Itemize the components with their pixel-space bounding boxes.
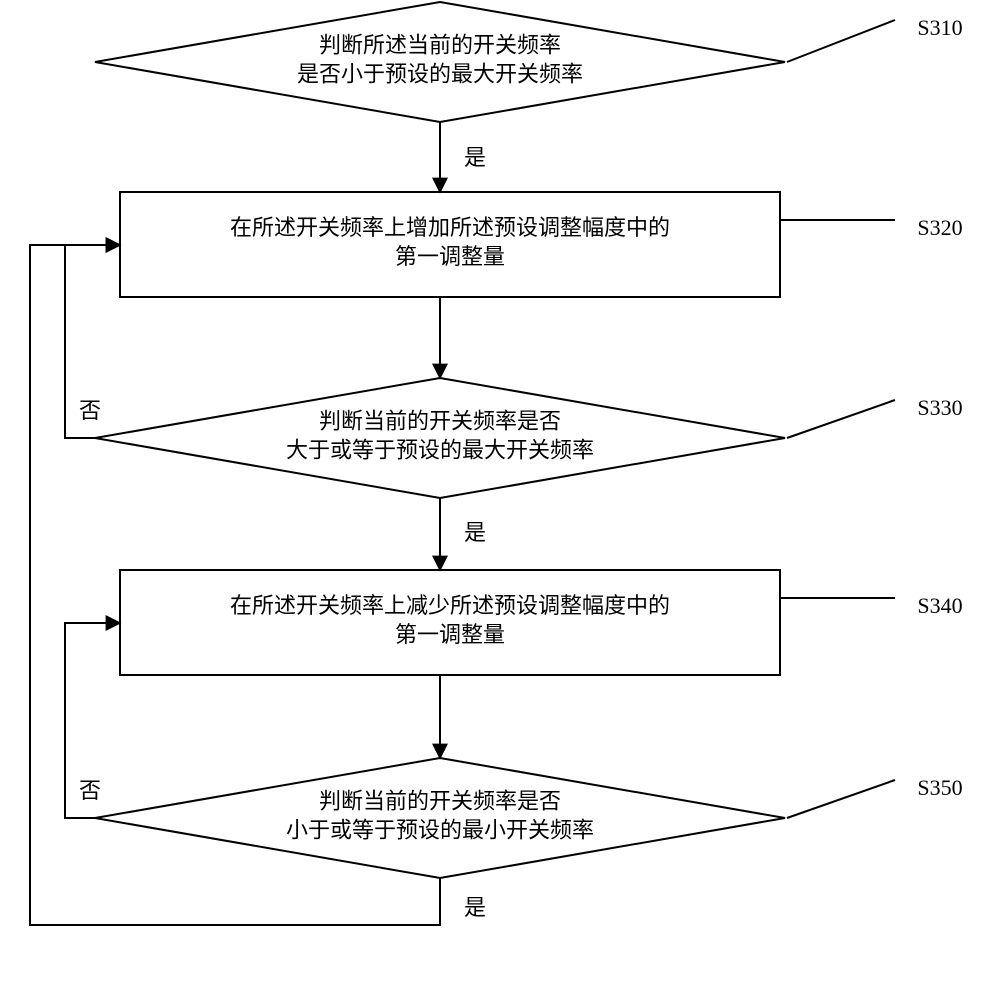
n350-line-0: 判断当前的开关频率是否 — [319, 789, 561, 814]
n320-line-1: 第一调整量 — [395, 244, 505, 269]
leader-s310 — [787, 20, 895, 62]
edge-3-label: 是 — [464, 520, 486, 545]
step-label-s310: S310 — [917, 15, 962, 40]
edge-6-label: 是 — [464, 895, 486, 920]
step-label-s340: S340 — [917, 593, 962, 618]
step-label-s320: S320 — [917, 215, 962, 240]
n330-line-0: 判断当前的开关频率是否 — [319, 409, 561, 434]
leader-s350 — [787, 780, 895, 818]
leader-s330 — [787, 400, 895, 438]
edge-0-label: 是 — [464, 145, 486, 170]
n310-line-1: 是否小于预设的最大开关频率 — [297, 61, 583, 86]
n330-line-1: 大于或等于预设的最大开关频率 — [286, 437, 594, 462]
n320-line-0: 在所述开关频率上增加所述预设调整幅度中的 — [230, 215, 670, 240]
n310-line-0: 判断所述当前的开关频率 — [319, 33, 561, 58]
n350-line-1: 小于或等于预设的最小开关频率 — [286, 817, 594, 842]
n340-line-0: 在所述开关频率上减少所述预设调整幅度中的 — [230, 593, 670, 618]
step-label-s330: S330 — [917, 395, 962, 420]
n340-line-1: 第一调整量 — [395, 622, 505, 647]
step-label-s350: S350 — [917, 775, 962, 800]
edge-5-label: 否 — [79, 778, 101, 803]
edge-2-label: 否 — [79, 398, 101, 423]
